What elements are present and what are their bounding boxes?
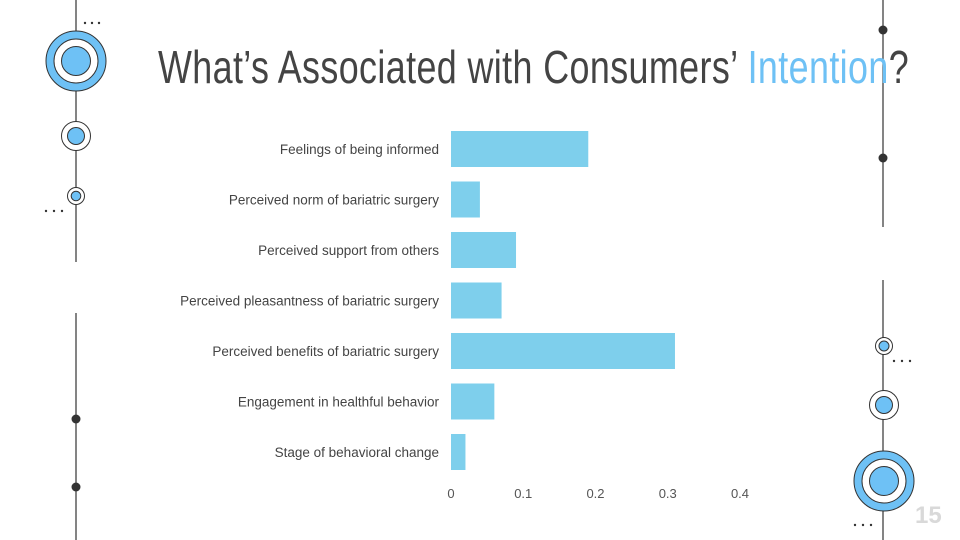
category-label: Stage of behavioral change [275, 445, 439, 460]
category-label: Feelings of being informed [280, 142, 439, 157]
medium-target-circle-icon [869, 390, 899, 420]
x-tick-label: 0.3 [659, 486, 677, 501]
slide-title: What’s Associated with Consumers’ Intent… [158, 40, 909, 94]
category-label: Perceived pleasantness of bariatric surg… [180, 294, 439, 309]
title-highlight: Intention [747, 41, 889, 93]
title-text: What’s Associated with Consumers’ [158, 41, 748, 93]
x-tick-label: 0.2 [586, 486, 604, 501]
category-label: Perceived benefits of bariatric surgery [212, 344, 439, 359]
small-target-circle-icon [875, 337, 893, 355]
node-dot-icon [71, 25, 888, 492]
small-target-circle-icon [67, 187, 85, 205]
large-target-circle-icon [853, 450, 915, 512]
title-question-mark: ? [888, 41, 910, 93]
bar [451, 232, 517, 268]
bar [451, 181, 480, 218]
bar [451, 333, 675, 369]
bar [451, 434, 466, 470]
category-label: Engagement in healthful behavior [238, 395, 440, 410]
category-label: Perceived norm of bariatric surgery [229, 193, 439, 208]
medium-target-circle-icon [61, 121, 91, 151]
bar [451, 383, 495, 420]
dots-icon [44, 21, 912, 527]
large-target-circle-icon [45, 30, 107, 92]
x-tick-label: 0.1 [514, 486, 532, 501]
page-number: 15 [915, 502, 942, 529]
x-tick-label: 0 [447, 486, 454, 501]
category-label: Perceived support from others [258, 243, 439, 258]
bar [451, 131, 589, 167]
bar [451, 282, 502, 319]
x-tick-label: 0.4 [731, 486, 749, 501]
